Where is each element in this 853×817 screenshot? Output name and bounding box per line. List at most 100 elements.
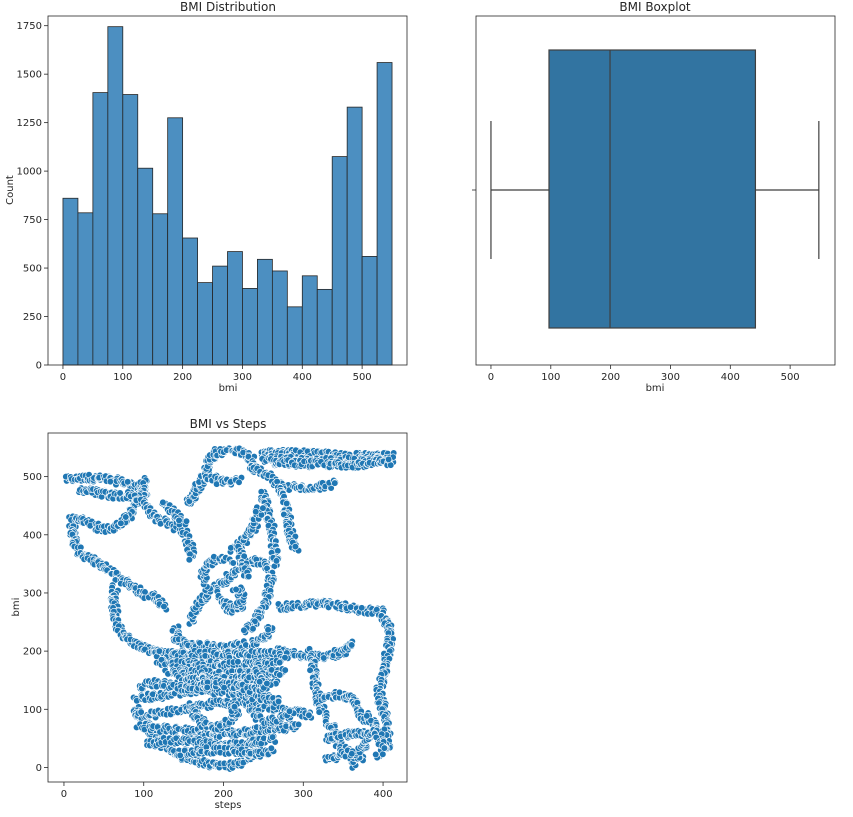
scatter-point [281,666,289,674]
scatter-point [283,499,291,508]
histogram-bar [152,213,169,366]
histogram-bar [92,92,109,366]
histogram-bar [212,265,228,366]
histogram-x-ticks: 0 100 200 300 400 500 [60,365,372,383]
scatter-point [274,697,283,706]
histogram-bar [227,251,243,366]
histogram-y-tick-label: 250 [23,312,42,323]
scatter-point [229,559,237,567]
scatter-points [62,444,398,773]
histogram-bar [137,167,154,366]
scatter-point [263,564,271,572]
scatter-point [294,720,303,729]
scatter-point [320,654,328,662]
histogram-bar [271,270,288,366]
histogram-x-tick-label: 400 [293,372,312,383]
scatter-point [124,478,132,486]
histogram-bar [361,256,378,366]
histogram-bar [257,258,273,366]
scatter-point [267,744,275,752]
histogram-bar [167,117,184,366]
boxplot-x-label: bmi [646,383,665,394]
scatter-point [315,708,323,716]
histogram-y-tick-label: 500 [23,264,42,275]
histogram-bar [122,94,139,366]
histogram-x-tick-label: 200 [173,372,192,383]
histogram-x-label: bmi [219,383,238,394]
histogram-y-tick-label: 750 [23,215,42,226]
histogram-bar [286,306,303,366]
scatter-point [276,658,284,667]
scatter-point [264,626,272,634]
histogram-bar [331,156,348,366]
boxplot-x-ticks: 0 100 200 300 400 500 [488,365,800,383]
boxplot-x-tick-label: 100 [541,372,560,383]
scatter-point [230,703,239,711]
scatter-point [232,585,240,594]
scatter-point [348,641,356,649]
boxplot-box [548,49,757,329]
scatter-point [203,683,211,692]
boxplot-x-tick-label: 0 [488,372,494,383]
histogram-bar [182,237,198,366]
scatter-point [185,556,193,564]
histogram-frame [47,15,408,366]
boxplot-title: BMI Boxplot [619,0,691,14]
histogram-y-label: Count [5,175,16,205]
boxplot-panel: BMI Boxplot 0 100 200 300 400 500 bmi [472,0,836,394]
histogram-y-ticks: 0 250 500 750 1000 1250 1500 1750 [17,21,48,372]
histogram-bar [346,106,363,366]
histogram-bar [242,288,258,366]
scatter-point [160,602,168,611]
histogram-x-tick-label: 300 [233,372,252,383]
scatter-point [259,504,267,512]
histogram-y-tick-label: 1250 [17,118,42,129]
histogram-x-tick-label: 0 [60,372,66,383]
scatter-point [272,557,281,565]
scatter-point [182,517,191,525]
boxplot-x-tick-label: 400 [721,372,740,383]
histogram-panel: BMI Distribution 0 100 200 300 400 500 0 250 50… [5,0,408,394]
scatter-point [331,479,339,487]
scatter-point [159,498,167,507]
histogram-bar [197,282,213,366]
histogram-bar [301,275,318,366]
histogram-x-tick-label: 100 [113,372,132,383]
histogram-bar [376,62,393,366]
histogram-y-tick-label: 1000 [17,167,42,178]
scatter-point [347,603,355,611]
scatter-point [117,519,125,527]
boxplot-x-tick-label: 200 [601,372,620,383]
scatter-point [276,671,284,679]
scatter-point [249,625,257,633]
histogram-y-tick-label: 0 [36,361,42,372]
scatter-point [235,478,243,486]
scatter-point [372,750,380,759]
scatter-point [380,744,388,752]
scatter-point [291,542,299,551]
histogram-x-tick-label: 500 [353,372,372,383]
scatter-point [175,516,183,524]
boxplot-frame [475,15,836,366]
scatter-point [122,513,130,521]
histogram-y-tick-label: 1750 [17,21,42,32]
scatter-point [263,679,271,688]
histogram-bar [77,212,94,366]
boxplot-x-tick-label: 300 [661,372,680,383]
scatter-point [240,626,248,634]
scatter-title: BMI vs Steps [190,417,267,431]
scatter-point [305,711,313,719]
scatter-point [269,733,277,741]
scatter-point [285,707,294,715]
scatter-point [256,678,264,686]
histogram-title: BMI Distribution [180,0,276,14]
histogram-bar [107,26,124,366]
histogram-y-tick-label: 1500 [17,70,42,81]
histogram-bar [62,197,79,366]
scatter-point [252,508,260,516]
boxplot-x-tick-label: 500 [781,372,800,383]
scatter-point [384,455,393,463]
histogram-bar [316,288,333,366]
histogram-bars [62,26,393,366]
